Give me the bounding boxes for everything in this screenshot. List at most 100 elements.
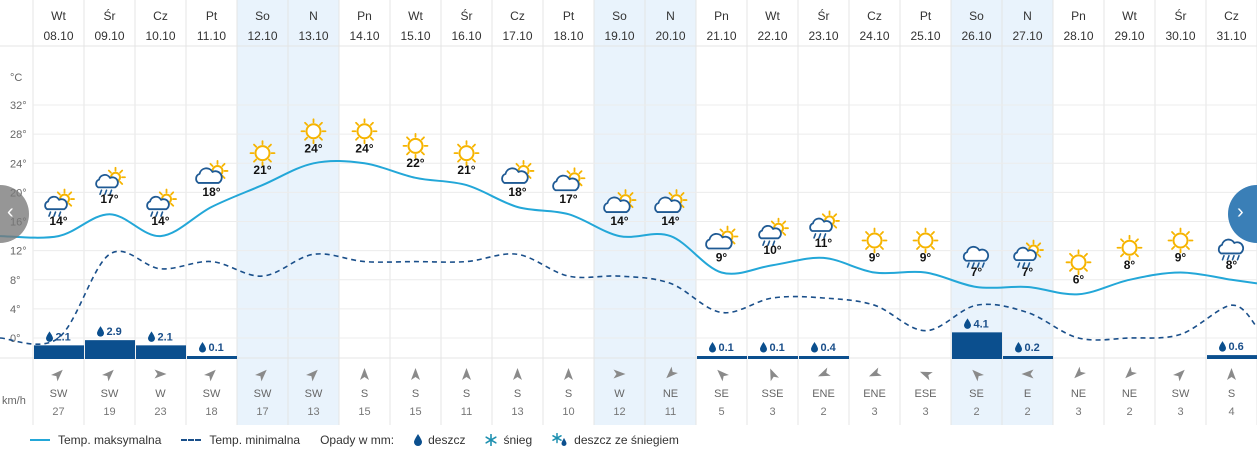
sun-ray bbox=[107, 169, 112, 174]
wind-speed-label: 5 bbox=[718, 406, 724, 418]
sun-ray bbox=[1171, 231, 1176, 236]
legend-snow: śnieg bbox=[485, 433, 532, 447]
sun-ray bbox=[457, 158, 462, 163]
sun-icon bbox=[351, 118, 378, 145]
wind-arrow-icon bbox=[411, 368, 420, 380]
rain-streak bbox=[767, 240, 771, 246]
sun-ray bbox=[719, 228, 724, 233]
rain-streak bbox=[1231, 254, 1235, 261]
max-temp-label: 7° bbox=[1022, 265, 1034, 279]
wind-arrow-shape bbox=[204, 369, 216, 382]
cloud-sun-icon bbox=[603, 189, 637, 213]
sun-shape bbox=[402, 132, 429, 159]
sun-ray bbox=[471, 143, 476, 148]
sun-shape bbox=[300, 118, 327, 145]
wind-arrow-icon bbox=[255, 369, 267, 382]
wind-arrow-shape bbox=[51, 369, 63, 382]
wind-arrow-shape bbox=[564, 368, 573, 380]
cloud-shape bbox=[758, 225, 782, 240]
cloud-shape bbox=[809, 217, 833, 232]
max-temp-label: 9° bbox=[716, 250, 728, 264]
wind-arrow-shape bbox=[255, 369, 267, 382]
wind-arrow-shape bbox=[666, 366, 678, 379]
legend-rain-label: deszcz bbox=[428, 433, 466, 447]
legend-min-label: Temp. minimalna bbox=[209, 433, 301, 447]
wind-arrow-shape bbox=[411, 368, 420, 380]
wind-arrow-icon bbox=[154, 369, 167, 379]
day-name-label: Wt bbox=[1122, 9, 1137, 23]
cloud-shape bbox=[705, 233, 733, 250]
day-name-label: Pt bbox=[206, 9, 218, 23]
rain-streak bbox=[971, 262, 975, 268]
sun-ray bbox=[629, 204, 634, 209]
sun-ray bbox=[253, 158, 258, 163]
sun-ray bbox=[304, 121, 309, 126]
sun-ray bbox=[668, 192, 673, 197]
sun-ray bbox=[1069, 252, 1074, 257]
precip-value-label: 2.1 bbox=[56, 331, 71, 343]
day-name-label: Pn bbox=[1071, 9, 1086, 23]
chevron-left-icon: ‹ bbox=[7, 201, 14, 223]
wind-arrow-icon bbox=[1074, 366, 1086, 379]
day-name-label: So bbox=[255, 9, 270, 23]
wind-speed-label: 13 bbox=[511, 406, 523, 418]
wind-arrow-icon bbox=[102, 369, 114, 382]
sun-ray bbox=[916, 231, 921, 236]
sun-disc bbox=[458, 145, 475, 162]
wind-direction-label: ESE bbox=[914, 388, 936, 400]
precip-bar bbox=[799, 356, 849, 359]
wind-speed-label: 3 bbox=[1177, 406, 1183, 418]
sun-icon bbox=[1065, 249, 1092, 276]
sun-ray bbox=[1185, 245, 1190, 250]
wind-direction-label: E bbox=[1024, 388, 1031, 400]
rain-streak bbox=[981, 262, 985, 268]
max-temp-label: 7° bbox=[971, 265, 983, 279]
precip-bar bbox=[34, 345, 84, 359]
wind-arrow-shape bbox=[1125, 366, 1137, 379]
wind-speed-label: 17 bbox=[256, 406, 268, 418]
max-temp-label: 14° bbox=[49, 214, 67, 228]
cloud-shape bbox=[195, 167, 223, 184]
sun-ray bbox=[680, 204, 685, 209]
max-temp-label: 8° bbox=[1226, 258, 1238, 272]
sun-ray bbox=[1083, 267, 1088, 272]
wind-arrow-icon bbox=[204, 369, 216, 382]
chart-legend: Temp. maksymalna Temp. minimalna Opady w… bbox=[30, 430, 699, 450]
legend-precip-title: Opady w mm: bbox=[320, 433, 395, 447]
wind-arrow-icon bbox=[613, 369, 626, 379]
precip-bar bbox=[85, 340, 135, 359]
wind-arrow-icon bbox=[919, 371, 933, 381]
sun-ray bbox=[406, 151, 411, 156]
day-name-label: N bbox=[666, 9, 675, 23]
raindrop-icon bbox=[709, 342, 716, 353]
sun-disc bbox=[305, 123, 322, 140]
snowflake-icon bbox=[485, 434, 498, 446]
sun-shape bbox=[453, 140, 480, 167]
wind-arrow-icon bbox=[513, 368, 522, 380]
sun-ray bbox=[731, 240, 736, 245]
wind-direction-label: SSE bbox=[761, 388, 783, 400]
wind-arrow-icon bbox=[564, 368, 573, 380]
max-temp-label: 6° bbox=[1073, 272, 1085, 286]
wind-speed-label: 3 bbox=[1075, 406, 1081, 418]
sun-ray bbox=[355, 136, 360, 141]
weekend-column bbox=[1002, 0, 1053, 425]
wind-direction-label: SW bbox=[101, 388, 119, 400]
sun-icon bbox=[1167, 227, 1194, 254]
day-name-label: Śr bbox=[818, 8, 830, 23]
rain-streak bbox=[1017, 262, 1021, 268]
rain-streak bbox=[1027, 262, 1031, 268]
sun-ray bbox=[821, 213, 826, 218]
wind-arrow-shape bbox=[102, 369, 114, 382]
y-tick-label: 8° bbox=[10, 275, 21, 287]
rain-streak bbox=[1022, 262, 1026, 268]
sun-ray bbox=[158, 191, 163, 196]
y-tick-label: 24° bbox=[10, 158, 27, 170]
cloud-shape bbox=[552, 174, 580, 192]
wind-direction-label: S bbox=[565, 388, 572, 400]
wind-arrow-shape bbox=[919, 371, 933, 381]
y-tick-label: 0° bbox=[10, 333, 21, 345]
wind-arrow-icon bbox=[1173, 369, 1185, 382]
wind-direction-label: NE bbox=[1071, 388, 1086, 400]
sun-ray bbox=[629, 192, 634, 197]
